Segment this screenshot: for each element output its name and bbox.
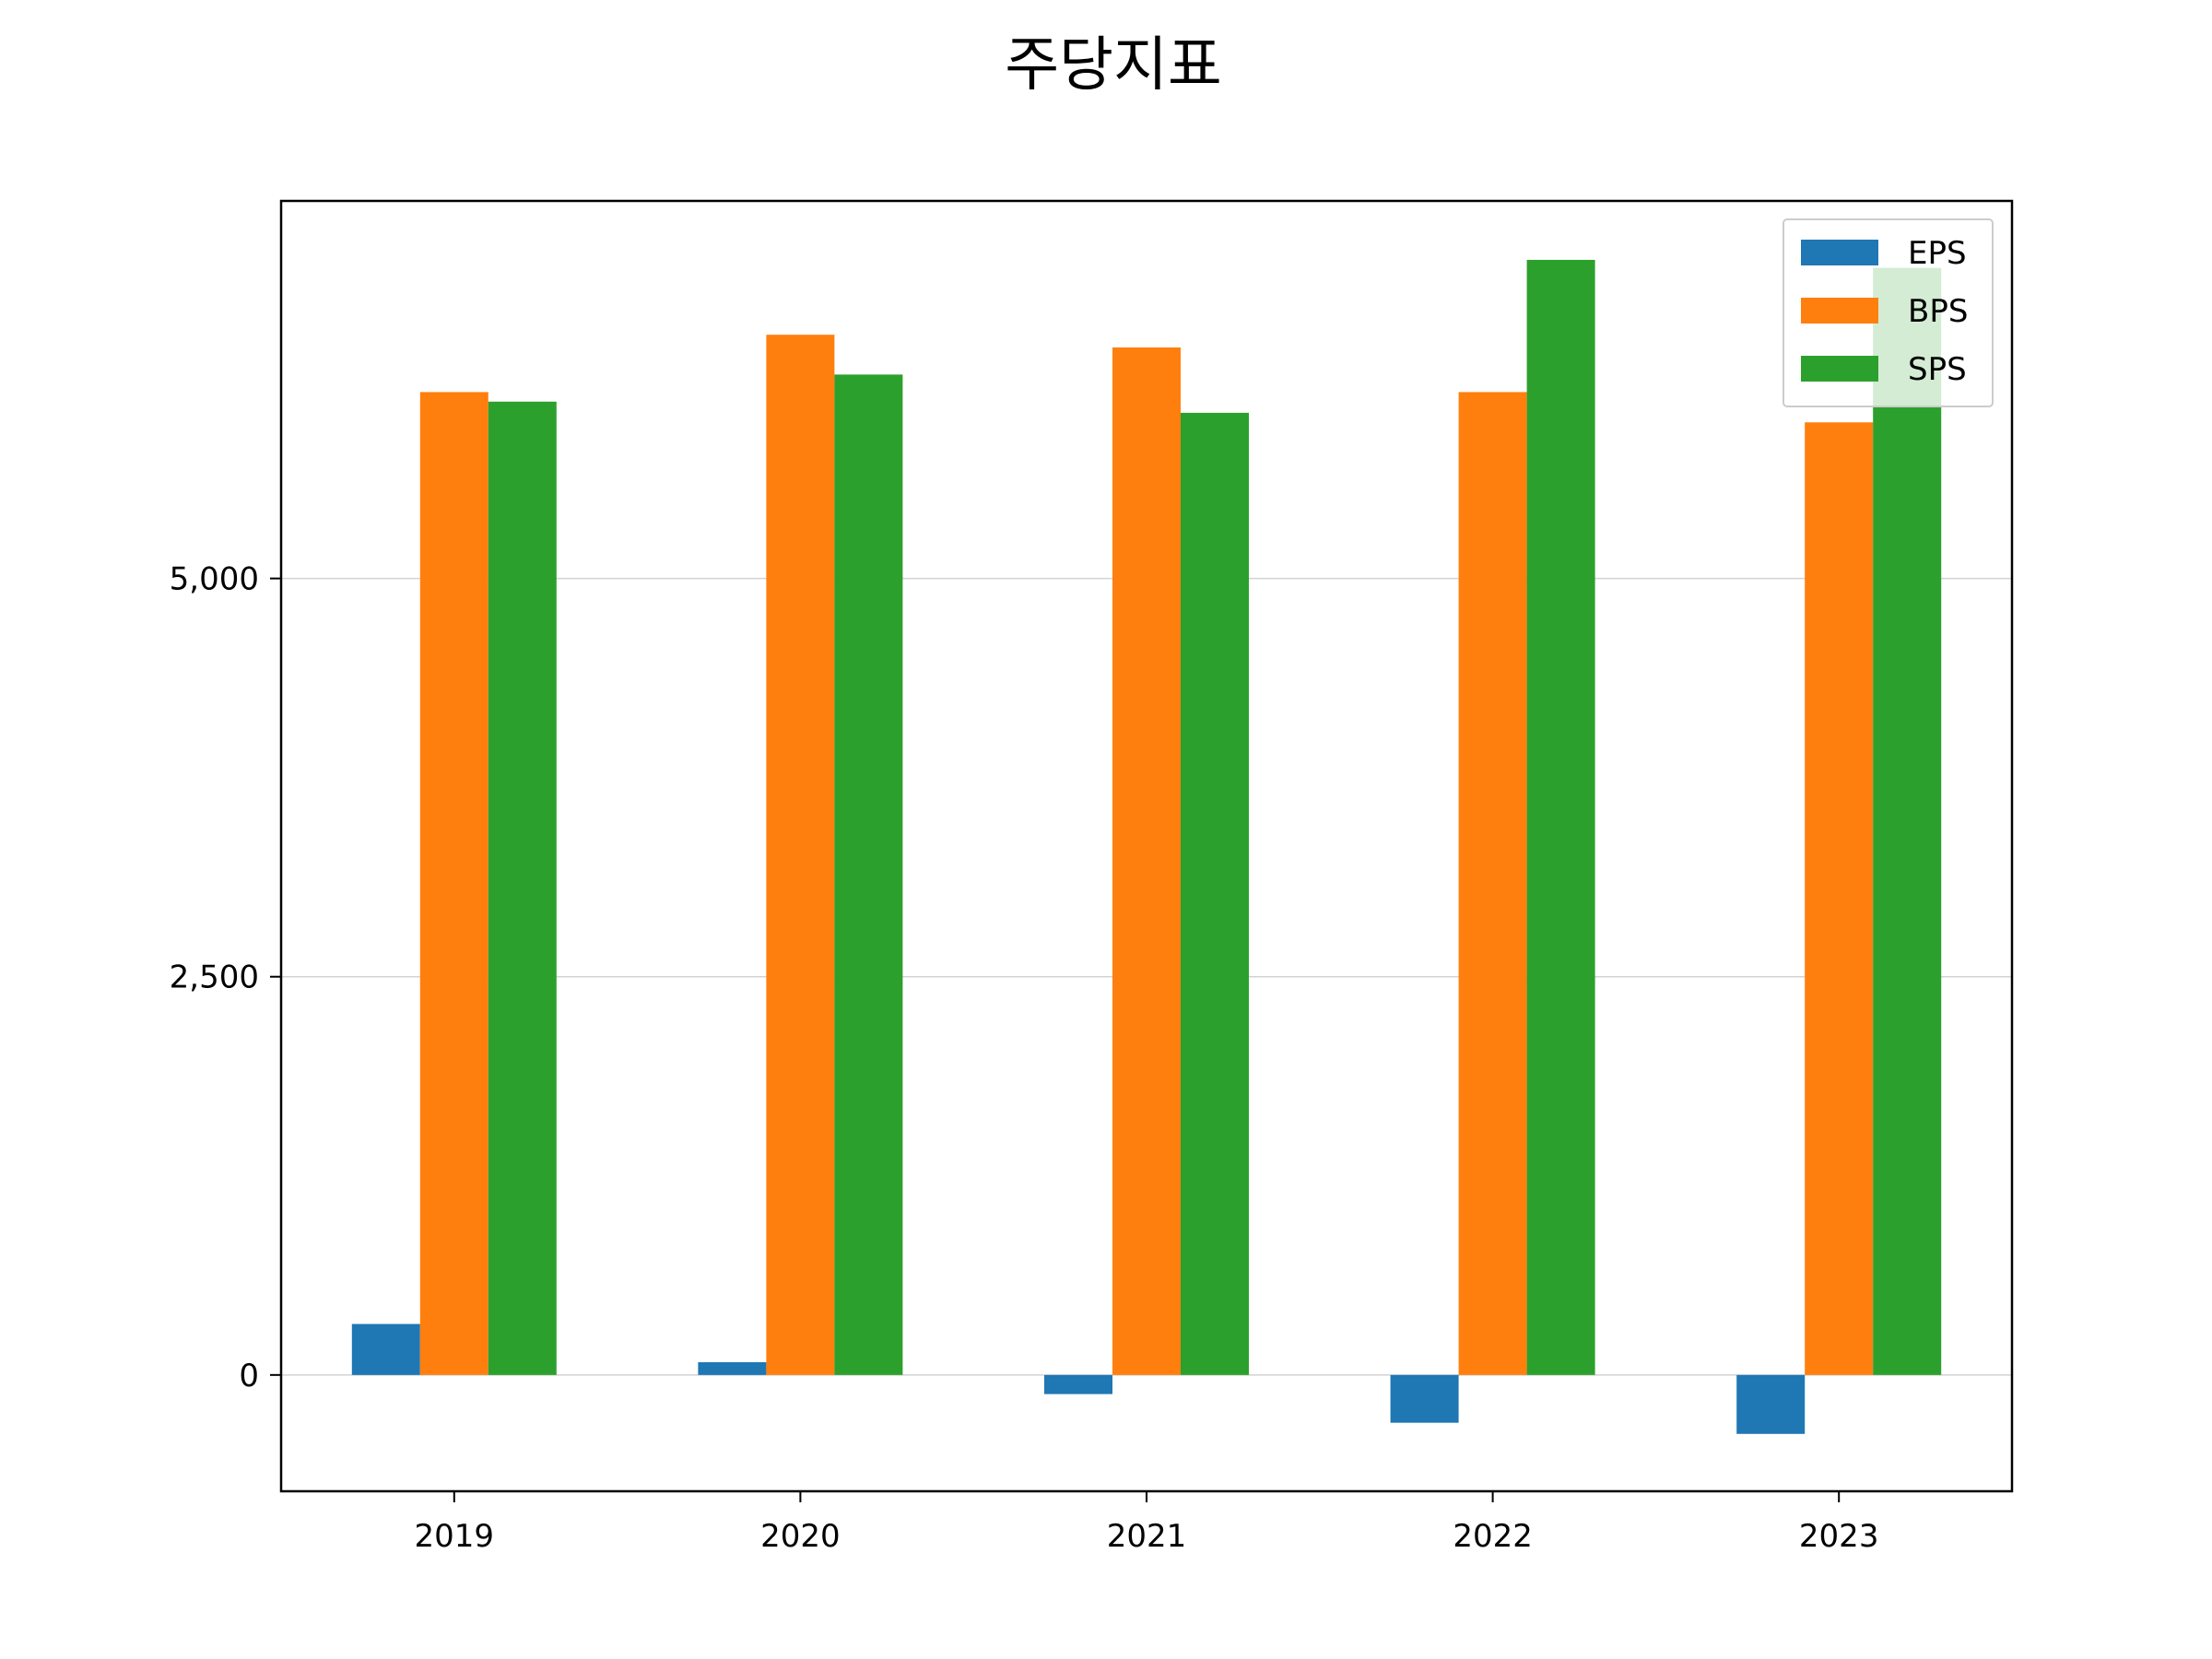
bar-bps-2023 [1805,422,1874,1375]
legend-label-eps: EPS [1908,235,1967,272]
bar-eps-2023 [1736,1374,1806,1434]
chart-title: 주당지표 [1005,31,1222,100]
bars [351,259,1942,1434]
legend: EPS BPS SPS [1783,218,1994,407]
bar-eps-2019 [351,1324,420,1375]
plot-frame [279,199,2014,1493]
legend-label-bps: BPS [1908,293,1968,330]
y-tick-label: 2,500 [170,959,259,996]
bar-bps-2020 [766,335,835,1375]
legend-swatch-sps [1801,356,1878,382]
x-tick-label: 2021 [1107,1518,1187,1555]
x-tick-label: 2022 [1453,1518,1533,1555]
x-tick-label: 2019 [415,1518,495,1555]
y-axis: 0 2,500 5,000 [170,561,281,1394]
bar-sps-2020 [834,374,903,1375]
legend-swatch-eps [1801,240,1878,265]
bar-eps-2022 [1390,1374,1459,1423]
x-tick-label: 2020 [760,1518,841,1555]
legend-label-sps: SPS [1908,351,1967,388]
bar-bps-2019 [419,392,488,1375]
y-tick-label: 5,000 [170,561,259,598]
bar-eps-2020 [698,1362,767,1375]
bar-sps-2021 [1181,412,1249,1375]
x-axis: 2019 2020 2021 2022 2023 [415,1491,1879,1555]
bar-sps-2019 [488,401,557,1375]
bar-sps-2022 [1526,259,1595,1375]
legend-swatch-bps [1801,298,1878,324]
bar-bps-2021 [1112,347,1181,1375]
bar-bps-2022 [1458,392,1527,1375]
bar-sps-2023 [1873,267,1942,1375]
y-tick-label: 0 [239,1358,259,1394]
x-tick-label: 2023 [1799,1518,1879,1555]
bar-eps-2021 [1044,1374,1112,1394]
